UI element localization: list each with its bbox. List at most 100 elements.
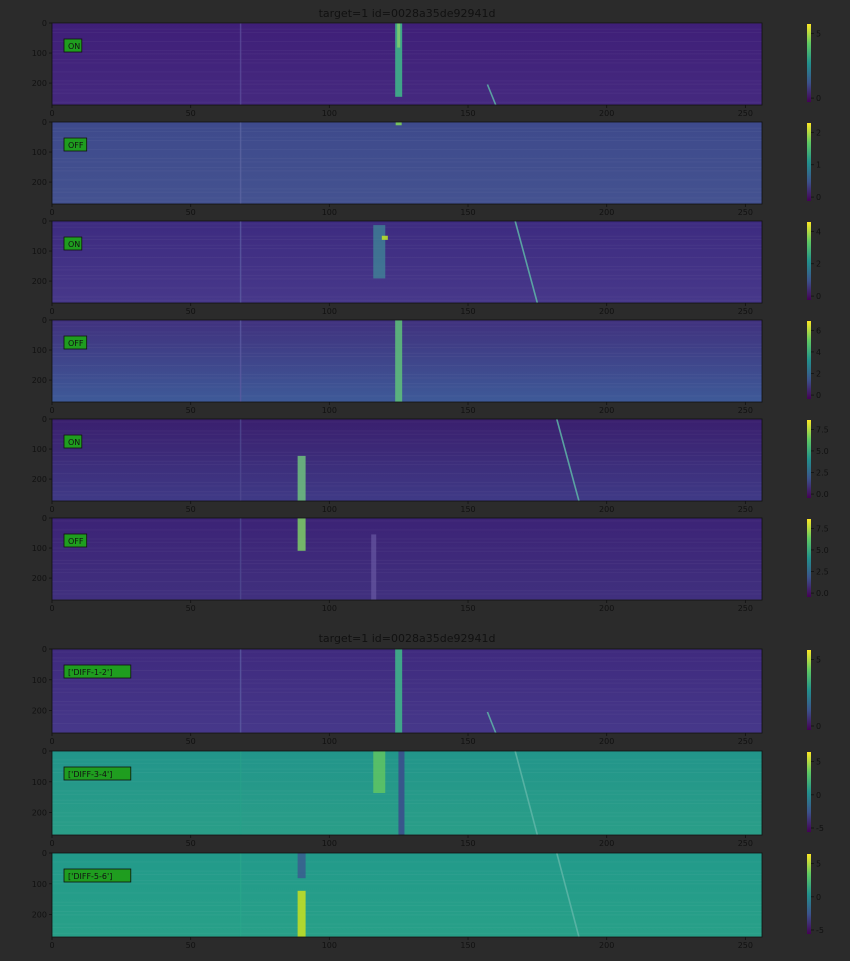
heatmap-row-band xyxy=(52,460,762,462)
heatmap-row-band xyxy=(52,572,762,574)
y-tick-label: 200 xyxy=(32,376,47,385)
x-tick-label: 50 xyxy=(186,604,196,613)
heatmap-row-band xyxy=(52,223,762,225)
colorbar-tick-label: 5 xyxy=(816,860,821,869)
x-tick-label: 200 xyxy=(599,109,614,118)
heatmap-row-band xyxy=(52,296,762,298)
heatmap-row-band xyxy=(52,657,762,659)
heatmap-row-band xyxy=(52,239,762,241)
x-tick-label: 100 xyxy=(322,109,337,118)
heatmap-row-band xyxy=(52,170,762,172)
heatmap-row-band xyxy=(52,200,762,202)
x-tick-label: 0 xyxy=(49,406,54,415)
signal-band xyxy=(373,225,386,279)
x-tick-label: 100 xyxy=(322,737,337,746)
heatmap-row-band xyxy=(52,815,762,817)
x-tick-label: 100 xyxy=(322,307,337,316)
y-tick-label: 200 xyxy=(32,79,47,88)
heatmap-row-band xyxy=(52,824,762,826)
colorbar-tick-label: 0 xyxy=(816,193,821,202)
heatmap-row-band xyxy=(52,923,762,925)
heatmap-row-band xyxy=(52,343,762,345)
y-tick-label: 0 xyxy=(42,514,47,523)
signal-band xyxy=(381,235,388,240)
y-tick-label: 100 xyxy=(32,49,47,58)
heatmap-row-band xyxy=(52,679,762,681)
heatmap-row-band xyxy=(52,365,762,367)
colorbar-tick-label: 0 xyxy=(816,893,821,902)
heatmap-image xyxy=(52,649,762,733)
colorbar-tick-label: 0 xyxy=(816,94,821,103)
y-tick-label: 100 xyxy=(32,676,47,685)
x-tick-label: 150 xyxy=(460,505,475,514)
heatmap-row-band xyxy=(52,191,762,193)
y-tick-label: 200 xyxy=(32,574,47,583)
x-tick-label: 250 xyxy=(738,307,753,316)
x-tick-label: 0 xyxy=(49,737,54,746)
y-tick-label: 100 xyxy=(32,778,47,787)
heatmap-row-band xyxy=(52,395,762,397)
heatmap-row-band xyxy=(52,482,762,484)
heatmap-row-band xyxy=(52,28,762,30)
x-tick-label: 250 xyxy=(738,941,753,950)
heatmap-row-band xyxy=(52,322,762,324)
x-tick-label: 0 xyxy=(49,839,54,848)
x-tick-label: 200 xyxy=(599,307,614,316)
x-tick-label: 0 xyxy=(49,109,54,118)
heatmap-row-band xyxy=(52,670,762,671)
signal-band xyxy=(239,320,242,402)
colorbar-tick-label: 0 xyxy=(816,292,821,301)
heatmap-image xyxy=(52,320,762,402)
heatmap-row-band xyxy=(52,781,762,783)
heatmap-row-band xyxy=(52,593,762,595)
y-tick-label: 200 xyxy=(32,707,47,716)
signal-band xyxy=(371,534,377,600)
colorbar-tick-label: 6 xyxy=(816,326,821,335)
drifting-signal xyxy=(555,852,580,938)
panel-label-box xyxy=(63,38,83,53)
axes-frame xyxy=(51,121,763,205)
heatmap-row-band xyxy=(52,101,762,103)
heatmap-row-band xyxy=(52,352,762,354)
signal-band xyxy=(239,853,242,937)
colorbar xyxy=(807,420,811,498)
heatmap-row-band xyxy=(52,451,762,453)
colorbar xyxy=(807,752,811,832)
colorbar-tick-label: 0 xyxy=(816,722,821,731)
panel-label-box xyxy=(63,335,88,350)
heatmap-row-band xyxy=(52,701,762,703)
y-tick-label: 200 xyxy=(32,809,47,818)
signal-band xyxy=(239,518,242,600)
colorbar-tick-label: 5.0 xyxy=(816,546,829,555)
y-tick-label: 0 xyxy=(42,747,47,756)
heatmap-row-band xyxy=(52,179,762,181)
heatmap-row-band xyxy=(52,790,762,792)
heatmap-row-band xyxy=(52,660,762,662)
panel-label-box xyxy=(63,137,88,152)
heatmap-row-band xyxy=(52,547,762,549)
heatmap-row-band xyxy=(52,793,762,795)
y-tick-label: 200 xyxy=(32,277,47,286)
heatmap-row-band xyxy=(52,905,762,907)
colorbar-tick-label: 2.5 xyxy=(816,469,829,478)
x-tick-label: 0 xyxy=(49,307,54,316)
signal-band xyxy=(395,122,402,126)
x-tick-label: 250 xyxy=(738,604,753,613)
heatmap-image xyxy=(52,751,762,835)
colorbar-tick-label: 5 xyxy=(816,758,821,767)
x-tick-label: 150 xyxy=(460,737,475,746)
y-tick-label: 0 xyxy=(42,316,47,325)
heatmap-row-band xyxy=(52,331,762,333)
heatmap-row-band xyxy=(52,803,762,805)
x-tick-label: 150 xyxy=(460,604,475,613)
signal-band xyxy=(239,221,242,303)
heatmap-row-band xyxy=(52,80,762,82)
colorbar xyxy=(807,24,811,102)
colorbar-tick-label: 2 xyxy=(816,128,821,137)
heatmap-row-band xyxy=(52,377,762,379)
heatmap-image xyxy=(52,419,762,501)
heatmap-row-band xyxy=(52,386,762,388)
heatmap-row-band xyxy=(52,140,762,142)
signal-band xyxy=(239,122,242,204)
